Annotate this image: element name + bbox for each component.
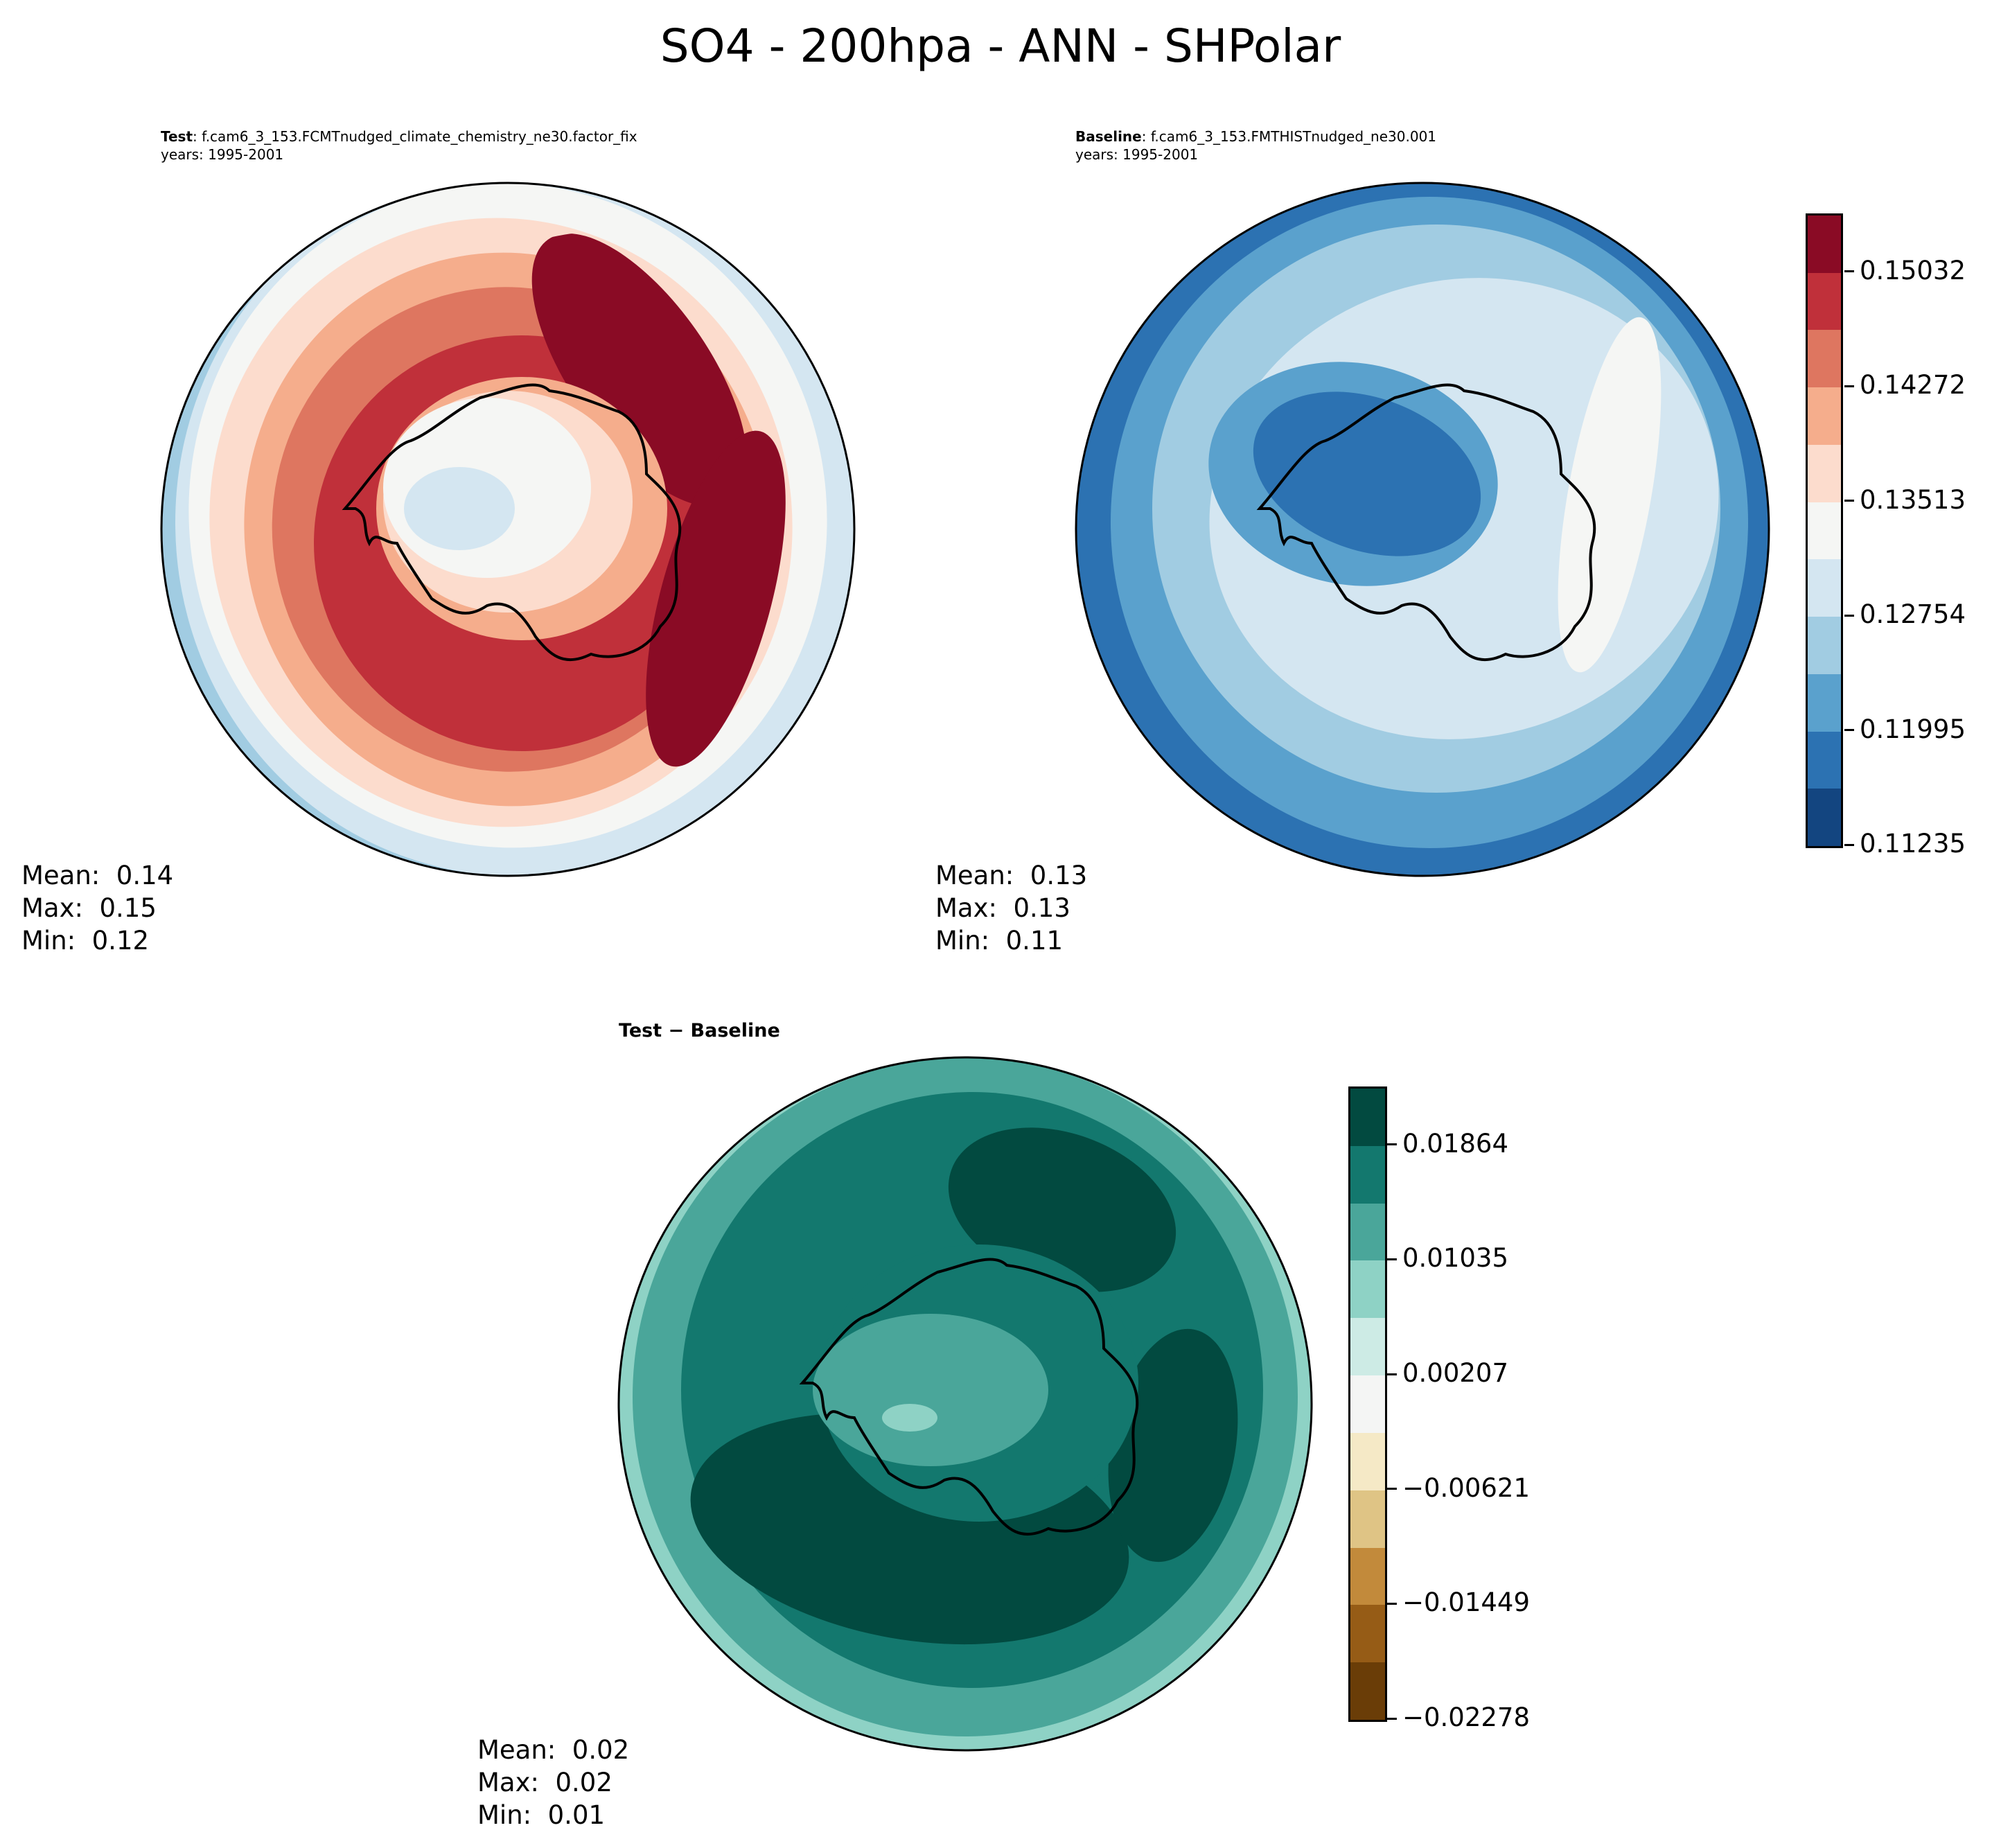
figure-title: SO4 - 200hpa - ANN - SHPolar	[660, 19, 1341, 73]
colorbar-level	[1808, 330, 1841, 388]
colorbar-level	[1808, 444, 1841, 502]
colorbar-abs	[1806, 213, 1843, 848]
test-map	[160, 182, 856, 877]
antarctica-coastline	[342, 383, 682, 662]
test-mean: Mean: 0.14	[21, 861, 174, 890]
colorbar-tick-label: −0.00621	[1386, 1472, 1531, 1503]
baseline-label: Baseline	[1075, 128, 1142, 145]
test-min: Min: 0.12	[21, 926, 150, 956]
diff-stats: Mean: 0.02 Max: 0.02 Min: 0.01	[477, 1734, 629, 1831]
colorbar-level	[1808, 789, 1841, 847]
diff-min: Min: 0.01	[477, 1800, 606, 1830]
test-subtitle: Test: f.cam6_3_153.FCMTnudged_climate_ch…	[161, 127, 637, 164]
diff-title: Test − Baseline	[619, 1020, 780, 1041]
contour-fill	[813, 1314, 1048, 1466]
colorbar-level	[1808, 215, 1841, 273]
colorbar-level	[1350, 1432, 1385, 1490]
contour-fill	[882, 1404, 937, 1432]
colorbar-level	[1350, 1490, 1385, 1548]
contour-fill	[646, 430, 786, 767]
test-stats: Mean: 0.14 Max: 0.15 Min: 0.12	[21, 859, 173, 957]
baseline-min: Min: 0.11	[935, 926, 1064, 956]
test-years: years: 1995-2001	[161, 146, 284, 163]
baseline-case: : f.cam6_3_153.FMTHISTnudged_ne30.001	[1141, 128, 1437, 145]
colorbar-tick-label: 0.11995	[1844, 714, 1966, 744]
diff-mean: Mean: 0.02	[477, 1735, 630, 1765]
baseline-mean: Mean: 0.13	[935, 861, 1088, 890]
colorbar-level	[1808, 559, 1841, 617]
colorbar-tick-label: 0.01864	[1386, 1128, 1509, 1159]
colorbar-level	[1808, 674, 1841, 732]
colorbar-level	[1350, 1318, 1385, 1376]
colorbar-tick-label: 0.01035	[1386, 1243, 1509, 1274]
colorbar-level	[1808, 731, 1841, 789]
colorbar-tick-label: 0.15032	[1844, 255, 1966, 285]
test-label: Test	[161, 128, 193, 145]
colorbar-tick-label: 0.11235	[1844, 829, 1966, 859]
colorbar-level	[1350, 1089, 1385, 1146]
colorbar-tick-label: −0.02278	[1386, 1702, 1531, 1732]
colorbar-tick-label: −0.01449	[1386, 1587, 1531, 1618]
baseline-map	[1075, 182, 1770, 877]
colorbar-level	[1808, 387, 1841, 445]
colorbar-level	[1350, 1260, 1385, 1319]
baseline-years: years: 1995-2001	[1075, 146, 1199, 163]
antarctica-coastline	[799, 1258, 1139, 1536]
colorbar-level	[1350, 1547, 1385, 1605]
diff-max: Max: 0.02	[477, 1768, 612, 1797]
colorbar-tick-label: 0.14272	[1844, 370, 1966, 401]
contour-fill	[1558, 317, 1661, 673]
colorbar-diff	[1348, 1086, 1387, 1722]
colorbar-tick-label: 0.00207	[1386, 1358, 1509, 1389]
colorbar-level	[1350, 1605, 1385, 1663]
map-boundary	[160, 182, 856, 877]
baseline-stats: Mean: 0.13 Max: 0.13 Min: 0.11	[935, 859, 1087, 957]
colorbar-level	[1808, 617, 1841, 674]
diff-map	[617, 1056, 1313, 1752]
contour-fill	[531, 234, 748, 507]
colorbar-level	[1350, 1145, 1385, 1204]
antarctica-coastline	[1256, 383, 1596, 662]
contour-fill	[1108, 1328, 1238, 1563]
colorbar-level	[1350, 1375, 1385, 1433]
map-boundary	[617, 1056, 1313, 1752]
colorbar-level	[1808, 272, 1841, 331]
test-max: Max: 0.15	[21, 893, 157, 923]
colorbar-level	[1350, 1203, 1385, 1261]
baseline-max: Max: 0.13	[935, 893, 1070, 923]
colorbar-tick-label: 0.13513	[1844, 484, 1966, 515]
test-case: : f.cam6_3_153.FCMTnudged_climate_chemis…	[193, 128, 637, 145]
contour-fill	[404, 467, 515, 550]
colorbar-tick-label: 0.12754	[1844, 599, 1966, 630]
baseline-subtitle: Baseline: f.cam6_3_153.FMTHISTnudged_ne3…	[1075, 127, 1436, 164]
colorbar-level	[1350, 1662, 1385, 1720]
colorbar-level	[1808, 502, 1841, 560]
contour-fill	[1253, 391, 1481, 556]
map-boundary	[1075, 182, 1770, 877]
